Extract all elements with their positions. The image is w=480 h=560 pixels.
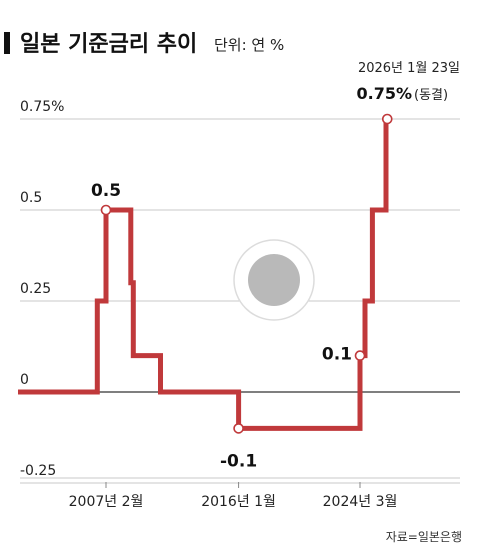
x-axis: 2007년 2월 2016년 1월 2024년 3월	[20, 477, 460, 510]
series-layer	[18, 116, 389, 431]
data-label: 0.5	[91, 181, 121, 201]
annotation-note: (동결)	[414, 88, 448, 103]
x-tick-label: 2016년 1월	[201, 494, 276, 510]
series-line	[18, 116, 389, 431]
y-tick-label: 0.75%	[20, 99, 64, 115]
y-tick-label: 0.5	[20, 190, 42, 206]
data-label: 0.1	[322, 345, 352, 365]
markers-layer: 0.5 -0.1 0.1	[91, 113, 393, 471]
y-tick-label: 0.25	[20, 281, 51, 297]
x-tick-label: 2024년 3월	[323, 494, 398, 510]
annotation-value: 0.75%	[356, 84, 412, 103]
x-tick-label: 2007년 2월	[69, 494, 144, 510]
y-tick-label: -0.25	[20, 463, 56, 479]
y-tick-label: 0	[20, 372, 29, 388]
annotation: 2026년 1월 23일 0.75% (동결)	[356, 61, 460, 103]
unit-label: 단위: 연 %	[214, 36, 284, 54]
data-label: -0.1	[220, 451, 257, 471]
chart-title: 일본 기준금리 추이	[20, 32, 197, 57]
source-label: 자료=일본은행	[386, 529, 462, 544]
data-point-marker	[100, 204, 112, 216]
watermark-emblem	[233, 239, 315, 321]
y-axis: 0.75% 0.5 0.25 0 -0.25	[20, 99, 64, 479]
data-point-marker	[381, 113, 393, 125]
title-accent-bar	[4, 32, 10, 54]
annotation-date: 2026년 1월 23일	[358, 61, 460, 76]
data-point-marker	[354, 350, 366, 361]
data-point-marker	[233, 423, 244, 434]
